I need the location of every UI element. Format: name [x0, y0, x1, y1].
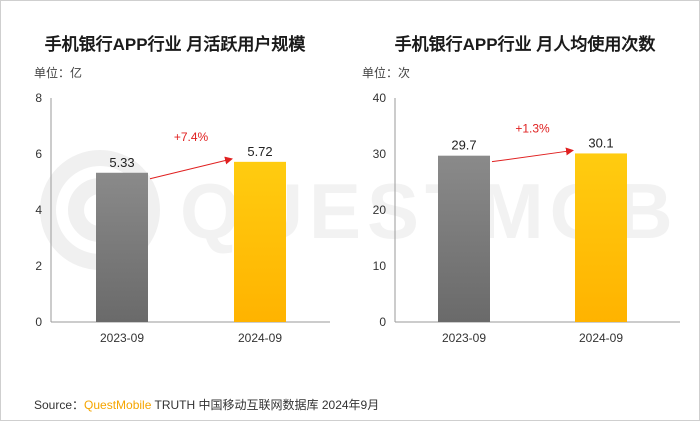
y-tick-label: 20 — [373, 203, 387, 217]
growth-arrow — [149, 156, 233, 180]
unit-label: 单位：亿 — [34, 66, 83, 80]
source-brand: QuestMobile — [84, 398, 152, 412]
source-prefix: Source： — [34, 398, 85, 412]
y-tick-label: 40 — [373, 91, 387, 105]
x-tick-label: 2023-09 — [442, 331, 486, 345]
x-tick-label: 2024-09 — [238, 331, 282, 345]
y-tick-label: 8 — [35, 91, 42, 105]
growth-arrow — [491, 147, 574, 163]
y-tick-label: 2 — [35, 259, 42, 273]
y-tick-label: 10 — [373, 259, 387, 273]
chart-title: 手机银行APP行业 月人均使用次数 — [394, 35, 656, 54]
y-tick-label: 30 — [373, 147, 387, 161]
bar-chart-usage: 0 10 20 30 40 29.7 2023-09 30.1 2024-09 +1.3% — [373, 91, 680, 345]
bar-2023-09 — [96, 172, 148, 322]
y-tick-label: 6 — [35, 147, 42, 161]
y-tick-label: 4 — [35, 203, 42, 217]
y-tick-label: 0 — [35, 315, 42, 329]
value-label: 5.72 — [247, 144, 272, 159]
growth-annotation: +7.4% — [174, 130, 209, 144]
value-label: 5.33 — [109, 155, 134, 170]
x-tick-label: 2024-09 — [579, 331, 623, 345]
bar-2024-09 — [234, 161, 286, 322]
x-tick-label: 2023-09 — [100, 331, 144, 345]
bar-2023-09 — [438, 155, 490, 322]
unit-label: 单位：次 — [362, 66, 411, 80]
chart-panel-usage: 手机银行APP行业 月人均使用次数 单位：次 0 10 20 30 40 29.7 2023… — [350, 0, 700, 380]
chart-panel-mau: 手机银行APP行业 月活跃用户规模 单位：亿 0 2 4 6 8 5.33 2023-09 5… — [0, 0, 350, 380]
chart-title: 手机银行APP行业 月活跃用户规模 — [44, 35, 306, 54]
bar-2024-09 — [575, 153, 627, 322]
growth-annotation: +1.3% — [515, 121, 550, 135]
y-tick-label: 0 — [379, 315, 386, 329]
source-note: Source：QuestMobile TRUTH 中国移动互联网数据库 2024… — [34, 396, 379, 413]
source-suffix: TRUTH 中国移动互联网数据库 2024年9月 — [151, 398, 380, 412]
value-label: 29.7 — [451, 138, 476, 153]
value-label: 30.1 — [588, 135, 613, 150]
bar-chart-mau: 0 2 4 6 8 5.33 2023-09 5.72 2024-09 +7.4% — [35, 91, 330, 345]
